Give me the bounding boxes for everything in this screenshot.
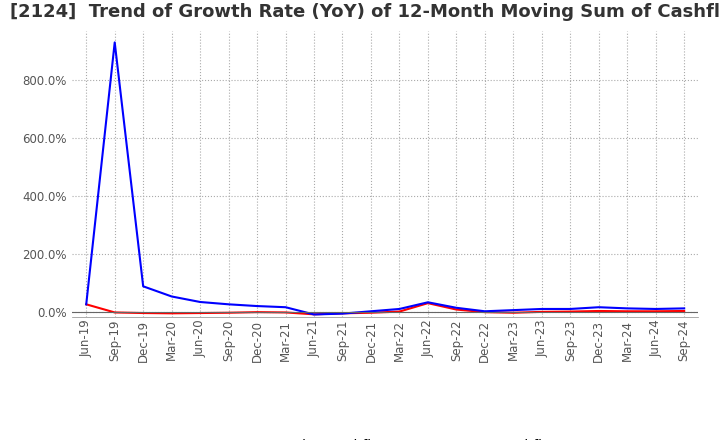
Operating Cashflow — [253, 309, 261, 315]
Free Cashflow — [225, 302, 233, 307]
Free Cashflow — [680, 306, 688, 311]
Operating Cashflow — [82, 302, 91, 307]
Free Cashflow — [310, 312, 318, 317]
Operating Cashflow — [139, 310, 148, 315]
Operating Cashflow — [652, 308, 660, 314]
Operating Cashflow — [509, 310, 518, 315]
Free Cashflow — [623, 306, 631, 311]
Operating Cashflow — [452, 307, 461, 312]
Title: [2124]  Trend of Growth Rate (YoY) of 12-Month Moving Sum of Cashflows: [2124] Trend of Growth Rate (YoY) of 12-… — [11, 3, 720, 21]
Legend: Operating Cashflow, Free Cashflow: Operating Cashflow, Free Cashflow — [203, 433, 567, 440]
Line: Free Cashflow: Free Cashflow — [86, 42, 684, 315]
Free Cashflow — [139, 284, 148, 289]
Free Cashflow — [196, 299, 204, 304]
Operating Cashflow — [366, 310, 375, 315]
Free Cashflow — [595, 304, 603, 310]
Free Cashflow — [652, 306, 660, 312]
Free Cashflow — [282, 304, 290, 310]
Free Cashflow — [480, 308, 489, 314]
Free Cashflow — [395, 306, 404, 312]
Free Cashflow — [167, 294, 176, 299]
Operating Cashflow — [167, 311, 176, 316]
Free Cashflow — [82, 302, 91, 307]
Operating Cashflow — [395, 309, 404, 314]
Operating Cashflow — [310, 312, 318, 317]
Free Cashflow — [253, 304, 261, 309]
Free Cashflow — [537, 306, 546, 312]
Free Cashflow — [110, 40, 119, 45]
Operating Cashflow — [537, 309, 546, 315]
Operating Cashflow — [623, 308, 631, 314]
Operating Cashflow — [423, 301, 432, 306]
Free Cashflow — [338, 311, 347, 316]
Operating Cashflow — [680, 308, 688, 314]
Operating Cashflow — [110, 310, 119, 315]
Free Cashflow — [452, 305, 461, 311]
Operating Cashflow — [595, 308, 603, 314]
Operating Cashflow — [196, 310, 204, 315]
Operating Cashflow — [338, 311, 347, 316]
Free Cashflow — [566, 306, 575, 312]
Free Cashflow — [509, 308, 518, 313]
Operating Cashflow — [480, 309, 489, 315]
Operating Cashflow — [282, 310, 290, 315]
Line: Operating Cashflow: Operating Cashflow — [86, 303, 684, 314]
Operating Cashflow — [225, 310, 233, 315]
Operating Cashflow — [566, 309, 575, 314]
Free Cashflow — [423, 300, 432, 305]
Free Cashflow — [366, 308, 375, 314]
